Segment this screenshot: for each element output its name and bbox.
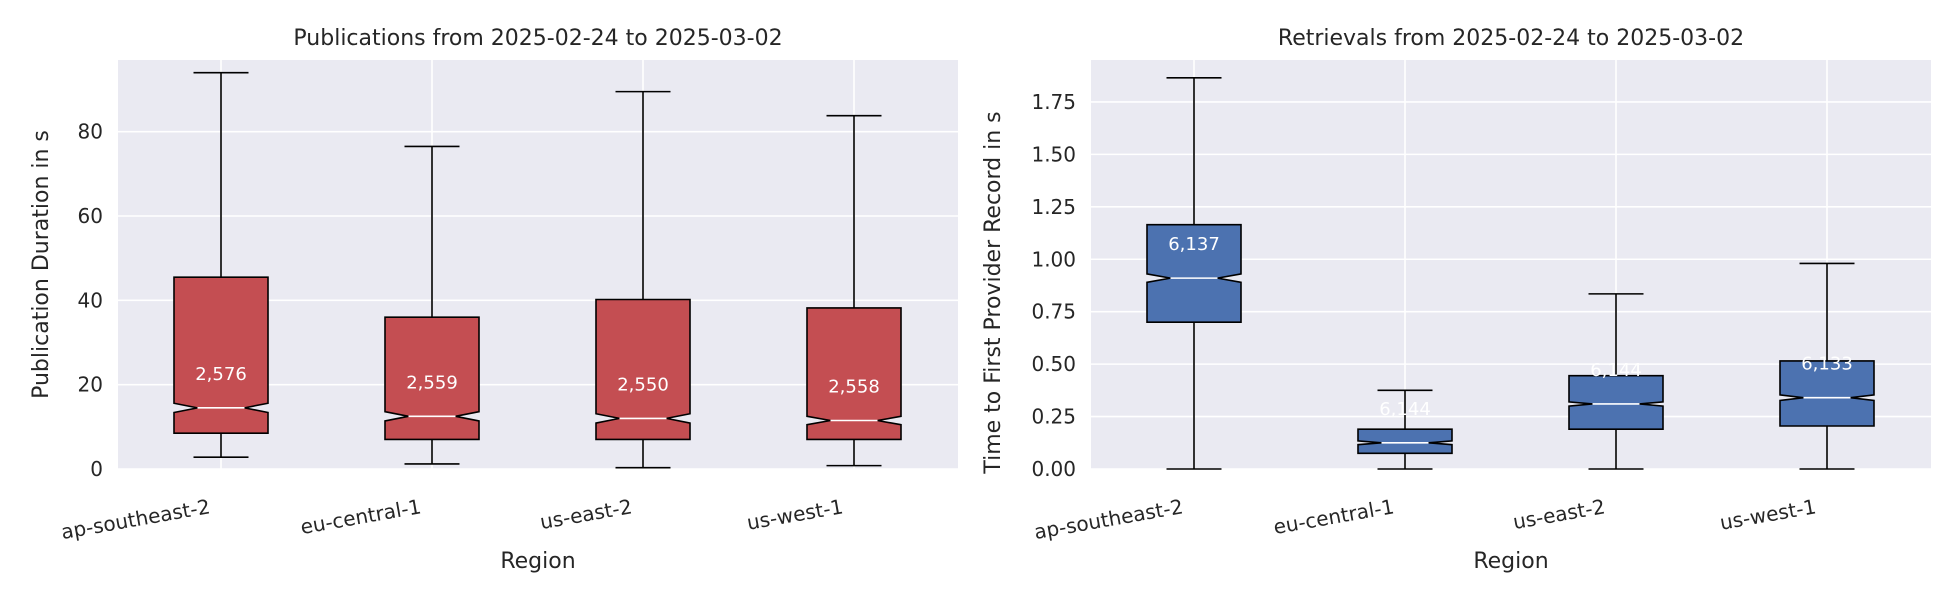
box-ap-southeast-2: 6,137 — [1146, 77, 1242, 470]
y-tick-label: 60 — [78, 204, 103, 228]
box-body — [1357, 428, 1453, 455]
x-axis-label: Region — [1473, 549, 1548, 574]
x-tick-label: eu-central-1 — [1272, 494, 1396, 539]
chart-title: Retrievals from 2025-02-24 to 2025-03-02 — [1278, 26, 1744, 51]
retrievals-panel: 0.00 0.25 0.50 0.75 1.00 1.25 1.50 1.75 6,137 ap-… — [981, 26, 1931, 574]
box-eu-central-1: 6,144 — [1357, 389, 1453, 470]
y-tick-label: 0 — [90, 457, 103, 481]
count-label: 2,576 — [195, 364, 247, 385]
box-us-east-2: 6,144 — [1568, 293, 1664, 470]
x-tick-label: ap-southeast-2 — [59, 494, 212, 544]
chart-title: Publications from 2025-02-24 to 2025-03-… — [293, 26, 782, 51]
publications-panel: 0 20 40 60 80 2,576 ap-southeast-2 2,559 eu-cent… — [29, 26, 958, 574]
box-us-east-2: 2,550 — [595, 90, 691, 469]
y-axis-label: Time to First Provider Record in s — [981, 111, 1006, 474]
y-tick-label: 0.75 — [1031, 300, 1076, 324]
y-tick-label: 0.50 — [1031, 352, 1076, 376]
x-tick-label: eu-central-1 — [299, 494, 423, 539]
y-tick-label: 40 — [78, 288, 103, 312]
y-tick-label: 0.25 — [1031, 405, 1076, 429]
box-body — [1146, 223, 1242, 323]
box-body — [595, 298, 691, 441]
box-eu-central-1: 2,559 — [384, 145, 480, 465]
x-tick-label: us-east-2 — [538, 494, 634, 534]
y-tick-label: 1.00 — [1031, 247, 1076, 271]
y-tick-label: 0.00 — [1031, 457, 1076, 481]
y-tick-label: 80 — [78, 120, 103, 144]
box-body — [1568, 374, 1664, 430]
count-label: 6,144 — [1590, 360, 1642, 381]
y-tick-label: 20 — [78, 373, 103, 397]
box-us-west-1: 6,133 — [1779, 262, 1875, 470]
box-ap-southeast-2: 2,576 — [173, 71, 269, 458]
count-label: 6,133 — [1801, 354, 1853, 375]
box-body — [806, 307, 902, 441]
box-us-west-1: 2,558 — [806, 114, 902, 467]
count-label: 2,559 — [406, 372, 458, 393]
x-tick-label: us-west-1 — [745, 494, 845, 535]
count-label: 2,558 — [828, 377, 880, 398]
y-tick-label: 1.75 — [1031, 90, 1076, 114]
box-body — [1779, 360, 1875, 427]
count-label: 6,144 — [1379, 399, 1431, 420]
y-tick-label: 1.25 — [1031, 195, 1076, 219]
box-body — [173, 276, 269, 434]
y-tick-label: 1.50 — [1031, 142, 1076, 166]
x-tick-label: us-east-2 — [1511, 494, 1607, 534]
y-axis-label: Publication Duration in s — [29, 130, 54, 399]
x-tick-label: ap-southeast-2 — [1032, 494, 1185, 544]
count-label: 2,550 — [617, 374, 669, 395]
x-tick-label: us-west-1 — [1718, 494, 1818, 535]
count-label: 6,137 — [1168, 234, 1220, 255]
x-axis-label: Region — [500, 549, 575, 574]
box-body — [384, 316, 480, 441]
